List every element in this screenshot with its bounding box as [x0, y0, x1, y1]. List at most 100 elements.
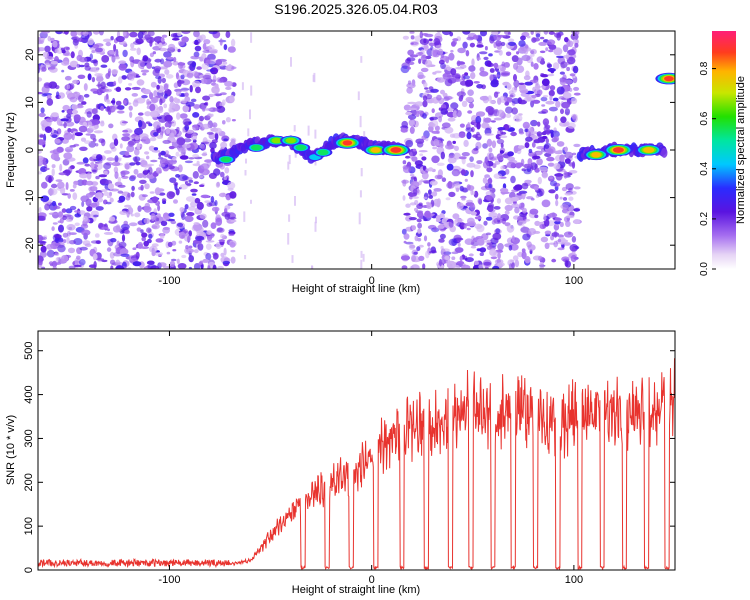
spectrogram-noise-cell	[458, 132, 466, 139]
spectrogram-noise-cell	[224, 205, 231, 210]
snr-frame	[37, 330, 676, 571]
spectrogram-noise-cell	[448, 220, 454, 228]
spectrogram-noise-cell	[554, 115, 558, 123]
spectrogram-noise-cell	[470, 203, 476, 211]
spectrogram-noise-cell	[62, 53, 72, 57]
spectrogram-noise-cell	[552, 97, 559, 102]
spectrogram-noise-cell	[161, 77, 166, 84]
spectrogram-noise-cell	[158, 163, 166, 168]
spectrogram-noise-cell	[422, 95, 428, 102]
spectrogram-noise-cell	[158, 262, 167, 267]
spectrogram-noise-cell	[223, 176, 228, 180]
spectrogram-noise-cell	[54, 85, 60, 90]
spectrogram-noise-cell	[96, 258, 105, 261]
spectrogram-noise-cell	[424, 87, 429, 90]
spectrogram-noise-cell	[202, 108, 206, 112]
spectrogram-noise-cell	[70, 31, 78, 37]
spectrogram-noise-cell	[469, 156, 474, 163]
snr-background	[38, 331, 675, 570]
spectrogram-noise-cell	[40, 107, 45, 114]
spectrogram-noise-cell	[170, 139, 177, 143]
spectrogram-noise-cell	[224, 213, 231, 220]
spectrogram-noise-cell	[534, 214, 539, 219]
spectrogram-noise-cell	[106, 157, 115, 162]
spectrogram-noise-cell	[69, 189, 75, 192]
spectrogram-noise-cell	[287, 233, 290, 245]
spectrogram-noise-cell	[181, 99, 187, 104]
spectrogram-noise-cell	[107, 228, 110, 232]
spectrogram-noise-cell	[174, 88, 183, 93]
spectrogram-noise-cell	[519, 90, 529, 94]
spectrogram-noise-cell	[117, 176, 122, 183]
spectrogram-noise-cell	[182, 118, 192, 126]
spectrogram-noise-cell	[114, 155, 119, 163]
spectrogram-noise-cell	[549, 85, 556, 91]
spectrogram-peak	[643, 147, 655, 153]
spectrogram-noise-cell	[92, 253, 98, 261]
spectrogram-noise-cell	[466, 36, 475, 41]
spectrogram-noise-cell	[205, 59, 212, 65]
snr-series-line	[38, 358, 675, 570]
spectrogram-noise-cell	[159, 233, 165, 239]
spectrogram-noise-cell	[465, 257, 474, 263]
spectrogram-noise-cell	[565, 183, 574, 191]
spectrogram-noise-cell	[187, 60, 196, 66]
spectrogram-noise-cell	[188, 230, 192, 237]
spectrogram-noise-cell	[425, 250, 430, 259]
spectrogram-noise-cell	[486, 60, 492, 67]
spectrogram-noise-cell	[478, 51, 488, 55]
spectrogram-y-tick-label: 0	[24, 147, 36, 153]
spectrogram-noise-cell	[115, 35, 125, 43]
spectrogram-noise-cell	[441, 122, 451, 128]
spectrogram-noise-cell	[465, 96, 474, 103]
spectrogram-noise-cell	[402, 165, 411, 174]
spectrogram-noise-cell	[52, 40, 58, 48]
spectrogram-peak	[317, 149, 329, 156]
spectrogram-noise-cell	[497, 213, 502, 221]
spectrogram-noise-cell	[505, 101, 510, 105]
spectrogram-noise-cell	[528, 148, 533, 154]
spectrogram-noise-cell	[469, 42, 475, 48]
spectrogram-noise-cell	[423, 196, 428, 199]
spectrogram-noise-cell	[486, 187, 493, 191]
spectrogram-noise-cell	[182, 143, 191, 149]
spectrogram-noise-cell	[505, 113, 512, 119]
spectrogram-noise-cell	[244, 255, 247, 260]
spectrogram-noise-cell	[423, 192, 429, 201]
spectrogram-noise-cell	[412, 148, 417, 152]
spectrogram-noise-cell	[465, 79, 474, 87]
spectrogram-noise-cell	[204, 159, 213, 163]
spectrogram-noise-cell	[137, 31, 144, 39]
colorbar-tick-label: 0.8	[699, 61, 710, 75]
spectrogram-noise-cell	[505, 106, 513, 114]
spectrogram-noise-cell	[493, 74, 501, 78]
spectrogram-noise-cell	[510, 243, 519, 251]
spectrogram-noise-cell	[416, 211, 424, 218]
spectrogram-noise-cell	[225, 86, 232, 90]
spectrogram-noise-cell	[122, 31, 127, 37]
spectrogram-noise-cell	[38, 112, 46, 118]
spectrogram-noise-cell	[211, 124, 216, 127]
spectrogram-noise-cell	[107, 71, 111, 77]
chart-title: S196.2025.326.05.04.R03	[274, 1, 438, 17]
spectrogram-noise-cell	[423, 181, 431, 184]
spectrogram-noise-cell	[486, 167, 493, 173]
spectrogram-noise-cell	[90, 202, 98, 208]
spectrogram-noise-cell	[468, 253, 474, 257]
spectrogram-noise-cell	[287, 161, 290, 170]
spectrogram-noise-cell	[223, 44, 228, 51]
spectrogram-noise-cell	[196, 201, 204, 210]
spectrogram-noise-cell	[480, 31, 487, 37]
spectrogram-noise-cell	[557, 247, 565, 251]
spectrogram-noise-cell	[180, 74, 185, 80]
spectrogram-noise-cell	[192, 171, 199, 179]
spectrogram-noise-cell	[173, 56, 177, 63]
spectrogram-noise-cell	[513, 145, 519, 154]
spectrogram-noise-cell	[176, 222, 184, 227]
spectrogram-noise-cell	[417, 222, 422, 229]
spectrogram-noise-cell	[476, 44, 484, 48]
spectrogram-noise-cell	[570, 97, 578, 105]
spectrogram-noise-cell	[454, 247, 464, 253]
spectrogram-noise-cell	[440, 108, 448, 115]
spectrogram-noise-cell	[545, 127, 551, 136]
